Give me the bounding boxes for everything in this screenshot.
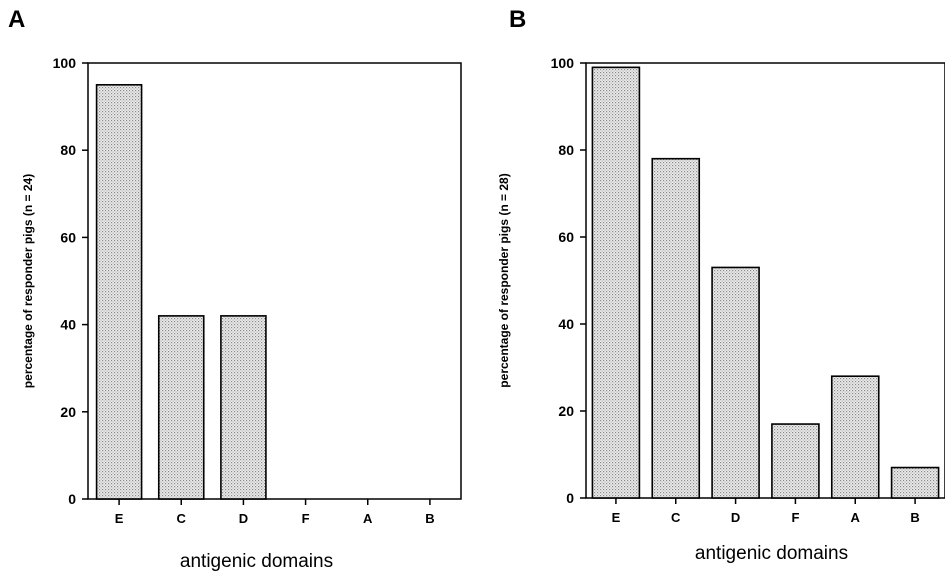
category-label: B — [425, 511, 434, 526]
y-tick-label: 60 — [60, 229, 76, 245]
panel-letter: B — [509, 6, 527, 33]
bar-C — [651, 157, 701, 499]
bar-D — [711, 266, 760, 499]
bar-E — [95, 84, 143, 500]
category-label: D — [731, 510, 740, 525]
panel-letter: A — [8, 6, 26, 33]
y-tick-label: 0 — [68, 491, 76, 507]
category-label: D — [239, 511, 248, 526]
bar-B — [890, 466, 940, 499]
bar-F — [771, 423, 820, 499]
category-label: F — [302, 511, 310, 526]
bar-C — [157, 315, 205, 500]
y-tick-label: 100 — [53, 55, 77, 71]
category-label: F — [791, 510, 799, 525]
y-tick-label: 40 — [60, 317, 76, 333]
y-tick-label: 20 — [60, 404, 76, 420]
plot-frame — [87, 62, 462, 500]
y-tick-label: 40 — [558, 316, 574, 332]
y-axis-label: percentage of responder pigs (n = 24) — [21, 174, 35, 388]
y-tick-label: 80 — [558, 142, 574, 158]
y-tick-label: 80 — [60, 142, 76, 158]
category-label: C — [671, 510, 681, 525]
category-label: E — [115, 511, 124, 526]
y-tick-label: 0 — [566, 490, 574, 506]
bar-D — [220, 315, 267, 500]
category-label: E — [612, 510, 621, 525]
category-label: B — [910, 510, 919, 525]
y-axis-label: percentage of responder pigs (n = 28) — [497, 173, 511, 387]
x-axis-label: antigenic domains — [180, 551, 333, 572]
category-label: A — [851, 510, 861, 525]
y-tick-label: 20 — [558, 403, 574, 419]
category-label: C — [177, 511, 187, 526]
y-tick-label: 100 — [551, 55, 575, 71]
bar-E — [591, 66, 641, 499]
bar-A — [830, 375, 880, 499]
y-tick-label: 60 — [558, 229, 574, 245]
plot-frame — [585, 62, 945, 499]
category-label: A — [363, 511, 373, 526]
x-axis-label: antigenic domains — [695, 543, 848, 564]
